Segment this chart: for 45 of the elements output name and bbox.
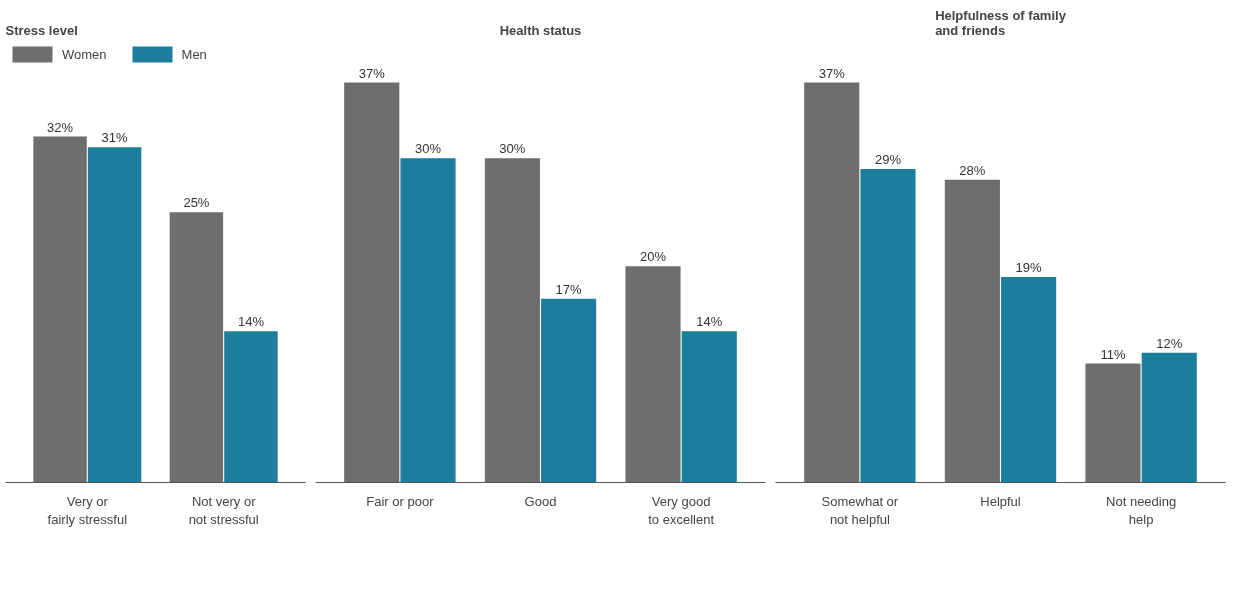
bar xyxy=(1001,277,1057,483)
x-tick-label: Very good to excellent xyxy=(648,493,715,527)
data-label: 37% xyxy=(358,65,386,81)
x-tick-label: Not needing help xyxy=(1106,493,1177,527)
chart-title: Helpfulness of family and friends xyxy=(935,7,1067,38)
bar xyxy=(87,147,142,483)
data-label: 20% xyxy=(639,249,667,265)
bar xyxy=(944,179,1000,483)
bar xyxy=(860,168,916,483)
bar xyxy=(625,266,681,483)
bar xyxy=(541,298,597,483)
data-label: 32% xyxy=(47,119,74,135)
x-tick-label: Good xyxy=(524,493,557,509)
data-label: 17% xyxy=(555,281,583,297)
data-label: 37% xyxy=(818,65,846,81)
chart-title: Stress level xyxy=(5,22,78,38)
bar xyxy=(344,82,400,483)
x-tick-label: Helpful xyxy=(980,493,1021,509)
data-label: 11% xyxy=(1100,346,1126,362)
bar xyxy=(400,158,456,483)
x-tick-label: Somewhat or not helpful xyxy=(821,493,899,527)
data-label: 14% xyxy=(237,314,265,330)
data-label: 14% xyxy=(696,314,723,330)
legend-label: Women xyxy=(62,46,107,62)
bar xyxy=(484,158,540,483)
data-label: 25% xyxy=(183,195,210,211)
bar xyxy=(169,212,224,483)
data-label: 31% xyxy=(101,130,129,146)
bar xyxy=(804,82,860,483)
bar xyxy=(33,136,87,483)
data-label: 30% xyxy=(414,141,442,157)
data-label: 12% xyxy=(1156,335,1183,351)
legend-label: Men xyxy=(181,46,207,62)
chart-title: Health status xyxy=(499,22,582,38)
data-label: 30% xyxy=(499,141,526,157)
data-label: 19% xyxy=(1015,260,1043,276)
bar xyxy=(1085,363,1141,483)
x-tick-label: Fair or poor xyxy=(366,493,435,509)
bar xyxy=(224,331,278,483)
x-tick-label: Very or fairly stressful xyxy=(47,493,128,527)
bar xyxy=(1141,352,1197,483)
x-tick-label: Not very or not stressful xyxy=(188,493,259,527)
data-label: 28% xyxy=(959,162,986,178)
bar xyxy=(681,331,737,483)
data-label: 29% xyxy=(874,151,902,167)
